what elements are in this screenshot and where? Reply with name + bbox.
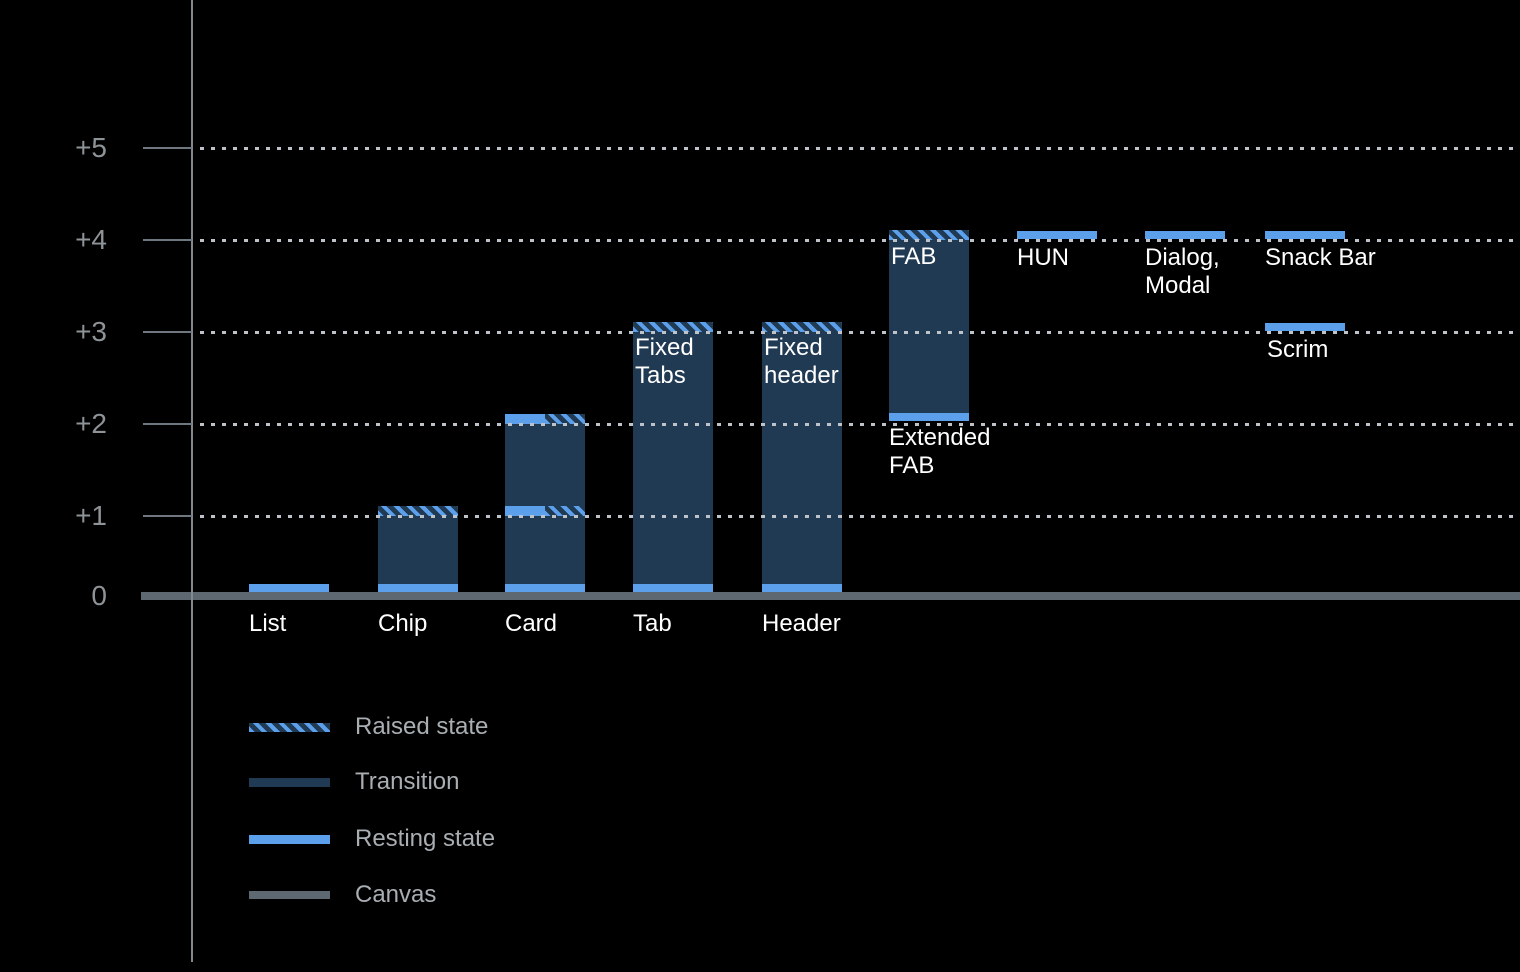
extended-fab-label: Extended FAB <box>889 424 991 479</box>
y-tick-plus1 <box>143 515 192 517</box>
bar-card <box>505 0 585 972</box>
gridline-plus4 <box>200 239 1520 242</box>
bar-snack-bar <box>1265 0 1345 972</box>
bar-list <box>249 0 329 972</box>
y-axis-label-plus5: +5 <box>75 132 107 163</box>
list-resting-band <box>249 584 329 592</box>
legend: Raised state Transition Resting state Ca… <box>249 0 849 972</box>
legend-swatch-resting-state <box>249 834 330 844</box>
y-axis-label-zero: 0 <box>91 580 107 611</box>
y-axis-line <box>191 0 193 962</box>
gridline-plus3 <box>200 331 1520 334</box>
bar-fab <box>889 0 969 972</box>
gridline-plus5 <box>200 147 1520 150</box>
y-tick-plus5 <box>143 147 192 149</box>
header-resting-band <box>762 584 842 592</box>
chip-transition <box>378 516 458 584</box>
legend-row-raised-state: Raised state <box>249 713 488 741</box>
x-label-header: Header <box>762 610 841 637</box>
y-tick-plus3 <box>143 331 192 333</box>
tab-raised-band <box>633 322 713 332</box>
chip-resting-band <box>378 584 458 592</box>
tab-resting-band <box>633 584 713 592</box>
y-axis-label-plus1: +1 <box>75 500 107 531</box>
y-axis-label-plus2: +2 <box>75 408 107 439</box>
y-axis-label-plus3: +3 <box>75 316 107 347</box>
y-axis-label-plus4: +4 <box>75 224 107 255</box>
chip-raised-band <box>378 506 458 516</box>
header-inner-label: Fixed header <box>764 334 839 389</box>
fab-resting-band <box>889 413 969 421</box>
hun-resting-band <box>1017 231 1097 239</box>
hun-label: HUN <box>1017 244 1069 271</box>
legend-swatch-raised-state <box>249 722 330 732</box>
fab-transition <box>889 240 969 413</box>
x-label-chip: Chip <box>378 610 428 637</box>
tab-transition <box>633 332 713 584</box>
gridline-plus2 <box>200 423 1520 426</box>
header-raised-band <box>762 322 842 332</box>
header-transition <box>762 332 842 584</box>
card-resting-band <box>505 584 585 592</box>
snack-bar-resting-band <box>1265 231 1345 239</box>
fab-raised-band <box>889 230 969 240</box>
gridline-plus1 <box>200 515 1520 518</box>
dialog-modal-label: Dialog, Modal <box>1145 244 1220 299</box>
x-label-card: Card <box>505 610 558 637</box>
bar-header <box>762 0 842 972</box>
legend-row-transition: Transition <box>249 768 459 796</box>
legend-label-raised-state: Raised state <box>355 713 489 740</box>
y-tick-plus4 <box>143 239 192 241</box>
card-raised-band-plus2 <box>545 414 585 424</box>
bar-chip <box>378 0 458 972</box>
x-label-tab: Tab <box>633 610 672 637</box>
card-raised-band-plus1 <box>545 506 585 516</box>
bar-dialog-modal <box>1145 0 1225 972</box>
tab-inner-label: Fixed Tabs <box>635 334 694 389</box>
card-resting-band-plus2 <box>505 414 545 424</box>
dialog-modal-resting-band <box>1145 231 1225 239</box>
bar-scrim <box>1265 0 1345 972</box>
card-resting-band-plus1 <box>505 506 545 516</box>
x-label-list: List <box>249 610 287 637</box>
snack-bar-label: Snack Bar <box>1265 244 1376 271</box>
canvas-baseline <box>141 592 1520 600</box>
legend-row-resting-state: Resting state <box>249 825 495 853</box>
legend-swatch-transition <box>249 777 330 787</box>
y-tick-plus2 <box>143 423 192 425</box>
legend-swatch-canvas <box>249 891 330 899</box>
bar-hun <box>1017 0 1097 972</box>
card-transition <box>505 424 585 584</box>
fab-inner-label: FAB <box>891 243 937 270</box>
legend-label-resting-state: Resting state <box>355 825 496 852</box>
bar-tab <box>633 0 713 972</box>
legend-label-transition: Transition <box>355 768 460 795</box>
scrim-resting-band <box>1265 323 1345 331</box>
legend-label-canvas: Canvas <box>355 881 437 908</box>
scrim-label: Scrim <box>1267 336 1329 363</box>
legend-row-canvas: Canvas <box>249 881 436 909</box>
